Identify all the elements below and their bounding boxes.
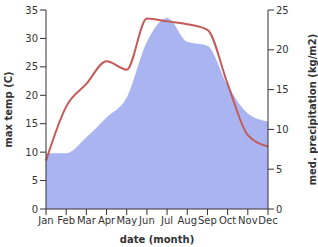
svg-text:Apr: Apr bbox=[98, 215, 116, 226]
svg-text:med. precipitation (kg/m2): med. precipitation (kg/m2) bbox=[307, 34, 310, 186]
svg-text:15: 15 bbox=[276, 84, 289, 95]
svg-text:Dec: Dec bbox=[258, 215, 277, 226]
svg-text:date (month): date (month) bbox=[120, 234, 194, 245]
svg-text:Jul: Jul bbox=[160, 215, 173, 226]
svg-text:Jun: Jun bbox=[138, 215, 155, 226]
svg-text:Mar: Mar bbox=[77, 215, 97, 226]
svg-text:35: 35 bbox=[25, 5, 38, 16]
svg-text:20: 20 bbox=[276, 44, 289, 55]
svg-text:Feb: Feb bbox=[57, 215, 75, 226]
svg-text:May: May bbox=[116, 215, 137, 226]
svg-text:20: 20 bbox=[25, 90, 38, 101]
svg-text:Sep: Sep bbox=[198, 215, 217, 226]
svg-text:0: 0 bbox=[276, 204, 282, 215]
svg-text:0: 0 bbox=[32, 204, 38, 215]
svg-text:Aug: Aug bbox=[178, 215, 198, 226]
svg-text:25: 25 bbox=[25, 61, 38, 72]
svg-text:Oct: Oct bbox=[219, 215, 236, 226]
svg-text:15: 15 bbox=[25, 118, 38, 129]
svg-text:5: 5 bbox=[276, 164, 282, 175]
svg-text:Jan: Jan bbox=[37, 215, 53, 226]
svg-text:25: 25 bbox=[276, 5, 289, 16]
svg-text:10: 10 bbox=[276, 124, 289, 135]
svg-text:Nov: Nov bbox=[238, 215, 258, 226]
svg-text:30: 30 bbox=[25, 33, 38, 44]
svg-text:5: 5 bbox=[32, 175, 38, 186]
svg-text:10: 10 bbox=[25, 147, 38, 158]
svg-text:max temp (C): max temp (C) bbox=[8, 71, 14, 147]
